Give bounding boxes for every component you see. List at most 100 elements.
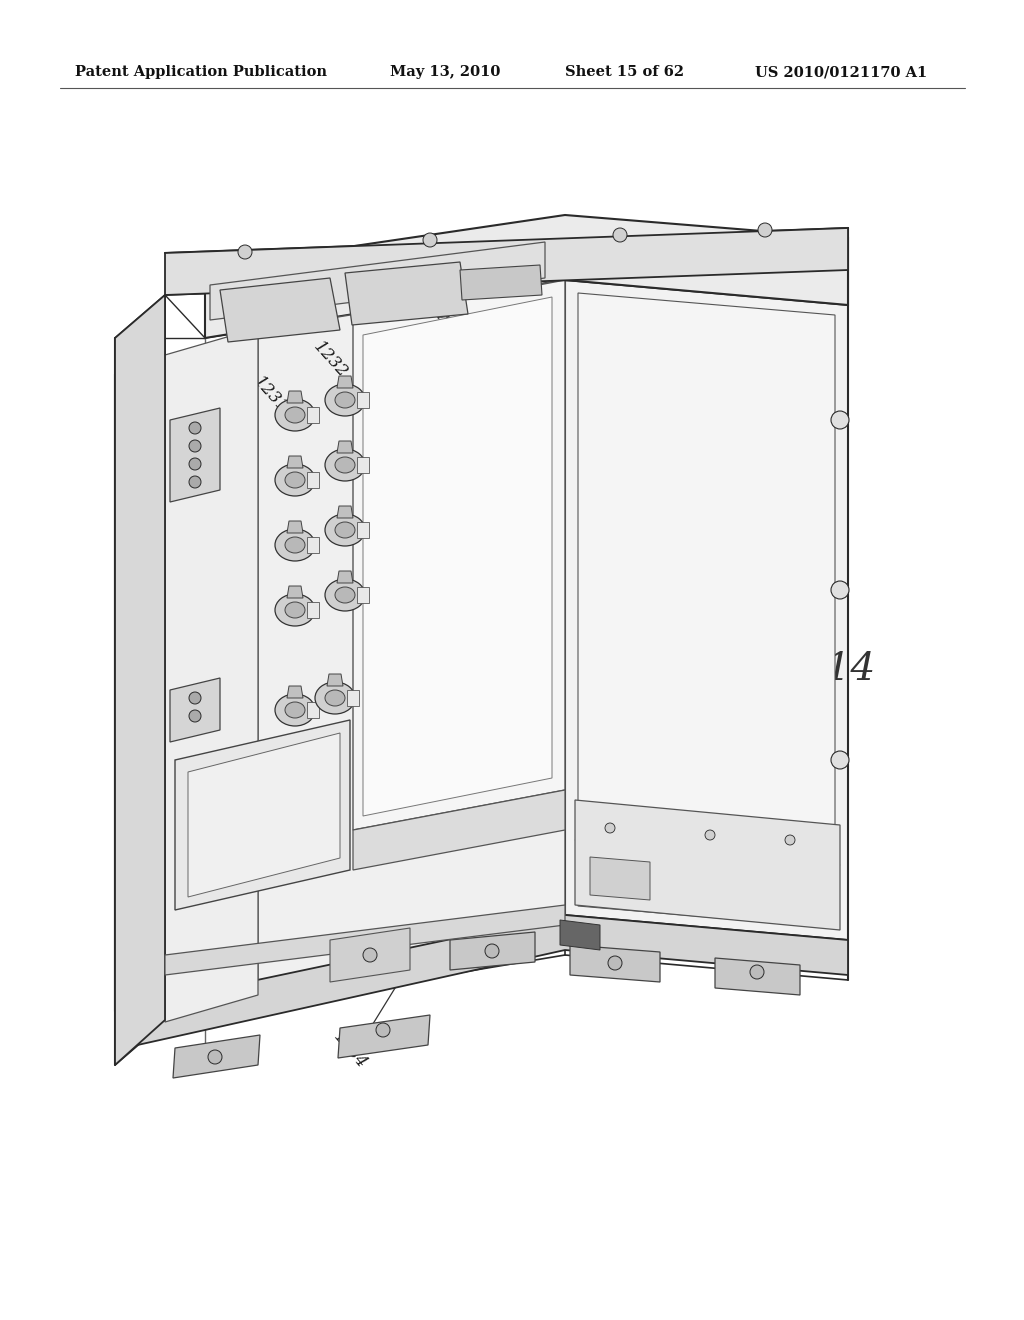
Text: 812: 812 [412,627,447,653]
Polygon shape [460,265,542,300]
Polygon shape [337,376,353,388]
Ellipse shape [285,602,305,618]
Polygon shape [287,586,303,598]
Text: FIG. 14: FIG. 14 [730,652,877,689]
Polygon shape [590,857,650,900]
Ellipse shape [315,682,355,714]
Circle shape [613,228,627,242]
Polygon shape [565,280,848,940]
Text: Patent Application Publication: Patent Application Publication [75,65,327,79]
Polygon shape [287,686,303,698]
Circle shape [376,1023,390,1038]
Circle shape [705,830,715,840]
Ellipse shape [285,702,305,718]
Text: May 13, 2010: May 13, 2010 [390,65,501,79]
Circle shape [750,965,764,979]
Polygon shape [575,800,840,931]
Polygon shape [307,473,319,488]
Polygon shape [570,945,660,982]
Polygon shape [115,294,165,1065]
Polygon shape [170,408,220,502]
Polygon shape [220,279,340,342]
Polygon shape [357,587,369,603]
Ellipse shape [335,457,355,473]
Polygon shape [450,932,535,970]
Polygon shape [165,228,848,294]
Circle shape [189,692,201,704]
Polygon shape [115,915,848,1049]
Ellipse shape [325,579,365,611]
Polygon shape [307,407,319,422]
Ellipse shape [325,384,365,416]
Polygon shape [338,1015,430,1059]
Circle shape [238,246,252,259]
Circle shape [831,411,849,429]
Polygon shape [287,391,303,403]
Polygon shape [357,521,369,539]
Ellipse shape [325,690,345,706]
Circle shape [785,836,795,845]
Polygon shape [210,242,545,319]
Ellipse shape [285,473,305,488]
Text: Sheet 15 of 62: Sheet 15 of 62 [565,65,684,79]
Polygon shape [173,1035,260,1078]
Circle shape [485,944,499,958]
Ellipse shape [285,537,305,553]
Polygon shape [165,906,565,975]
Circle shape [189,710,201,722]
Circle shape [423,234,437,247]
Polygon shape [337,572,353,583]
Text: US 2010/0121170 A1: US 2010/0121170 A1 [755,65,928,79]
Polygon shape [353,789,565,870]
Polygon shape [115,280,565,1010]
Polygon shape [337,441,353,453]
Ellipse shape [275,594,315,626]
Circle shape [608,956,622,970]
Polygon shape [327,675,343,686]
Ellipse shape [275,529,315,561]
Polygon shape [307,602,319,618]
Text: 1234: 1234 [330,1028,370,1072]
Ellipse shape [275,465,315,496]
Text: 1231: 1231 [250,374,291,417]
Polygon shape [287,521,303,533]
Polygon shape [347,690,359,706]
Polygon shape [715,958,800,995]
Circle shape [189,422,201,434]
Polygon shape [560,920,600,950]
Text: 1236: 1236 [116,517,140,562]
Circle shape [189,477,201,488]
Polygon shape [357,457,369,473]
Polygon shape [345,261,468,325]
Circle shape [189,458,201,470]
Circle shape [362,948,377,962]
Polygon shape [307,537,319,553]
Polygon shape [578,293,835,928]
Polygon shape [287,455,303,469]
Ellipse shape [285,407,305,422]
Circle shape [208,1049,222,1064]
Ellipse shape [335,587,355,603]
Polygon shape [258,280,565,995]
Polygon shape [353,280,565,830]
Ellipse shape [325,449,365,480]
Ellipse shape [325,513,365,546]
Ellipse shape [275,399,315,432]
Polygon shape [188,733,340,898]
Circle shape [831,581,849,599]
Polygon shape [357,392,369,408]
Circle shape [189,440,201,451]
Polygon shape [330,928,410,982]
Circle shape [758,223,772,238]
Text: 1234: 1234 [410,289,451,331]
Ellipse shape [335,392,355,408]
Polygon shape [307,702,319,718]
Polygon shape [175,719,350,909]
Circle shape [605,822,615,833]
Polygon shape [205,215,848,338]
Polygon shape [165,327,258,1022]
Ellipse shape [335,521,355,539]
Circle shape [831,751,849,770]
Polygon shape [362,297,552,816]
Polygon shape [337,506,353,517]
